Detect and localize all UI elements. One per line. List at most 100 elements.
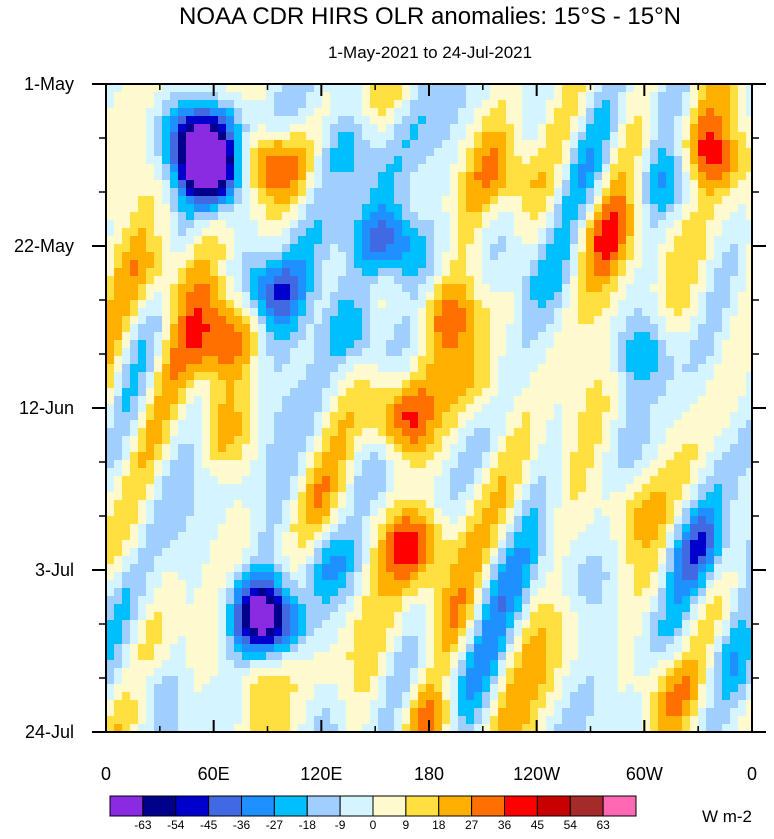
heat-cell: [226, 468, 235, 477]
heat-cell: [314, 308, 323, 317]
heat-cell: [378, 164, 387, 173]
heat-cell: [522, 188, 531, 197]
heat-cell: [482, 228, 491, 237]
heat-cell: [402, 404, 411, 413]
heat-cell: [658, 84, 667, 93]
heat-cell: [218, 132, 227, 141]
heat-cell: [714, 444, 723, 453]
heat-cell: [178, 140, 187, 149]
heat-cell: [546, 236, 555, 245]
heat-cell: [594, 564, 603, 573]
heat-cell: [602, 516, 611, 525]
heat-cell: [690, 148, 699, 157]
heat-cell: [554, 268, 563, 277]
heat-cell: [482, 372, 491, 381]
heat-cell: [330, 500, 339, 509]
heat-cell: [450, 524, 459, 533]
heat-cell: [114, 356, 123, 365]
heat-cell: [138, 100, 147, 109]
heat-cell: [522, 332, 531, 341]
heat-cell: [130, 284, 139, 293]
heat-cell: [202, 364, 211, 373]
heat-cell: [498, 252, 507, 261]
heat-cell: [538, 492, 547, 501]
heat-cell: [354, 436, 363, 445]
heat-cell: [298, 316, 307, 325]
heat-cell: [626, 244, 635, 253]
heat-cell: [642, 468, 651, 477]
heat-cell: [242, 468, 251, 477]
heat-cell: [634, 388, 643, 397]
heat-cell: [746, 220, 752, 229]
heat-cell: [714, 412, 723, 421]
heat-cell: [666, 484, 675, 493]
heat-cell: [194, 340, 203, 349]
heat-cell: [578, 340, 587, 349]
heat-cell: [506, 140, 515, 149]
heat-cell: [450, 516, 459, 525]
heat-cell: [282, 100, 291, 109]
heat-cell: [586, 508, 595, 517]
heat-cell: [682, 124, 691, 133]
heat-cell: [722, 300, 731, 309]
heat-cell: [298, 180, 307, 189]
heat-cell: [626, 516, 635, 525]
heat-cell: [306, 452, 315, 461]
heat-cell: [282, 180, 291, 189]
heat-cell: [682, 140, 691, 149]
heat-cell: [146, 524, 155, 533]
heat-cell: [202, 380, 211, 389]
heat-cell: [266, 308, 275, 317]
heat-cell: [666, 188, 675, 197]
heat-cell: [418, 412, 427, 421]
heat-cell: [450, 164, 459, 173]
heat-cell: [578, 556, 587, 565]
heat-cell: [226, 564, 235, 573]
heat-cell: [650, 372, 659, 381]
heat-cell: [682, 196, 691, 205]
heat-cell: [498, 148, 507, 157]
heat-cell: [522, 524, 531, 533]
heat-cell: [186, 428, 195, 437]
heat-cell: [514, 372, 523, 381]
heat-cell: [122, 172, 131, 181]
heat-cell: [482, 308, 491, 317]
heat-cell: [466, 196, 475, 205]
heat-cell: [482, 356, 491, 365]
heat-cell: [370, 492, 379, 501]
heat-cell: [290, 444, 299, 453]
heat-cell: [170, 316, 179, 325]
heat-cell: [258, 332, 267, 341]
heat-cell: [114, 100, 123, 109]
heat-cell: [530, 348, 539, 357]
heat-cell: [498, 132, 507, 141]
heat-cell: [354, 556, 363, 565]
heat-cell: [170, 124, 179, 133]
heat-cell: [218, 468, 227, 477]
heat-cell: [138, 500, 147, 509]
heat-cell: [346, 100, 355, 109]
heat-cell: [586, 100, 595, 109]
heat-cell: [434, 356, 443, 365]
heat-cell: [122, 364, 131, 373]
heat-cell: [106, 324, 115, 333]
heat-cell: [314, 396, 323, 405]
heat-cell: [114, 84, 123, 93]
heat-cell: [122, 156, 131, 165]
heat-cell: [370, 524, 379, 533]
heat-cell: [338, 468, 347, 477]
heat-cell: [610, 84, 619, 93]
heat-cell: [298, 300, 307, 309]
heat-cell: [194, 316, 203, 325]
heat-cell: [698, 236, 707, 245]
heat-cell: [386, 244, 395, 253]
heat-cell: [658, 308, 667, 317]
heat-cell: [650, 276, 659, 285]
heat-cell: [594, 388, 603, 397]
heat-cell: [146, 460, 155, 469]
heat-cell: [434, 204, 443, 213]
heat-cell: [682, 468, 691, 477]
heat-cell: [274, 172, 283, 181]
heat-cell: [370, 268, 379, 277]
heat-cell: [210, 444, 219, 453]
